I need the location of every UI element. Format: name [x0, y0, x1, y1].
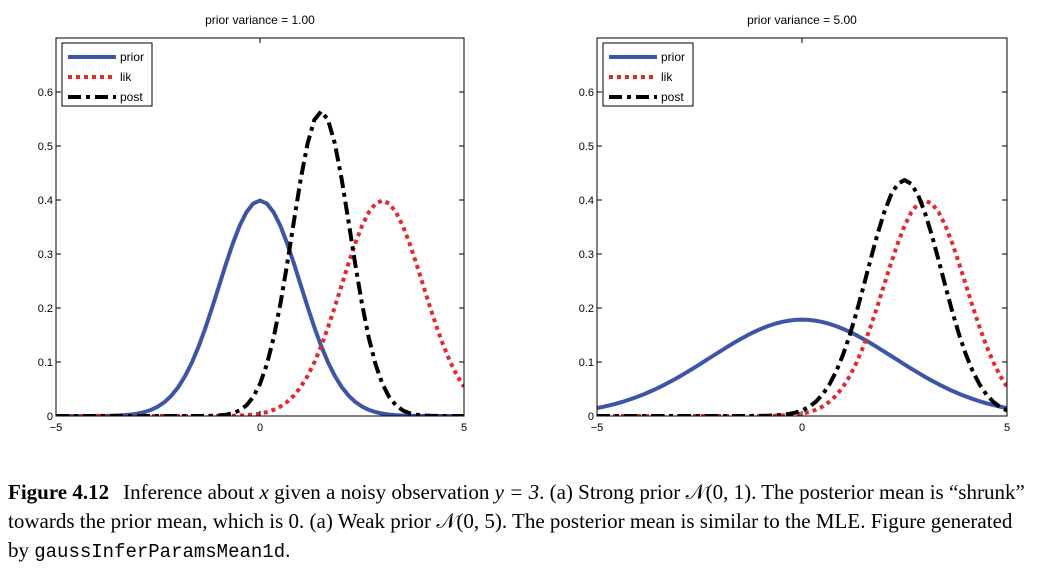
caption-eq-y: y = 3 [494, 480, 540, 504]
y-tick-label: 0 [588, 411, 594, 423]
y-tick-label: 0.5 [38, 141, 53, 153]
y-tick-label: 0.2 [579, 303, 594, 315]
caption-label: Figure 4.12 [8, 480, 110, 504]
figure-caption: Figure 4.12 Inference about x given a noi… [8, 478, 1038, 567]
y-tick-label: 0.2 [38, 303, 53, 315]
chart-legend: prior lik post [61, 42, 153, 107]
caption-text: . (a) Strong prior [539, 480, 686, 504]
x-tick-label: −5 [50, 422, 63, 434]
x-tick-label: 5 [461, 422, 467, 434]
chart-legend: prior lik post [602, 42, 694, 107]
caption-text: given a noisy observation [268, 480, 495, 504]
chart-panel-2: prior variance = 5.00 0 0.1 0.2 0.3 0.4 0.5 0.6… [579, 13, 1010, 434]
caption-text: . The posterior mean is “shrunk” towards… [8, 480, 1025, 533]
legend-label-prior: prior [661, 50, 685, 64]
figure-plots: prior variance = 1.00 0 0.1 0.2 0.3 0.4 0.5 0.6… [38, 13, 1010, 434]
caption-text: Inference about [123, 480, 260, 504]
y-tick-label: 0.5 [579, 141, 594, 153]
series-line-post [56, 109, 464, 416]
caption-prior-strong: 𝒩(0, 1) [685, 480, 752, 504]
x-tick-label: −5 [591, 422, 604, 434]
y-tick-label: 0.4 [579, 195, 594, 207]
chart-title: prior variance = 5.00 [747, 13, 857, 27]
series-line-prior [597, 317, 1007, 411]
y-tick-label: 0.6 [38, 87, 53, 99]
y-tick-label: 0.1 [38, 357, 53, 369]
series-line-post [597, 178, 1007, 416]
caption-var-x: x [259, 480, 269, 504]
chart-title: prior variance = 1.00 [205, 13, 315, 27]
legend-label-post: post [661, 90, 684, 104]
y-tick-label: 0 [47, 411, 53, 423]
y-tick-label: 0.1 [579, 357, 594, 369]
y-tick-label: 0.6 [579, 87, 594, 99]
caption-text: . The posterior mean is similar to the M… [8, 509, 1013, 562]
legend-label-lik: lik [661, 70, 673, 84]
y-tick-label: 0.4 [38, 195, 53, 207]
legend-label-prior: prior [120, 50, 144, 64]
legend-label-lik: lik [120, 70, 132, 84]
y-tick-label: 0.3 [38, 249, 53, 261]
caption-prior-weak: 𝒩(0, 5) [436, 509, 502, 533]
chart-panel-1: prior variance = 1.00 0 0.1 0.2 0.3 0.4 0.5 0.6… [38, 13, 467, 434]
caption-code: gaussInferParamsMean1d [34, 541, 286, 563]
x-tick-label: 0 [799, 422, 805, 434]
x-tick-label: 0 [257, 422, 263, 434]
x-tick-label: 5 [1004, 422, 1010, 434]
y-tick-label: 0.3 [579, 249, 594, 261]
caption-text: . [285, 538, 291, 562]
legend-label-post: post [120, 90, 143, 104]
series-line-lik [597, 198, 1007, 416]
